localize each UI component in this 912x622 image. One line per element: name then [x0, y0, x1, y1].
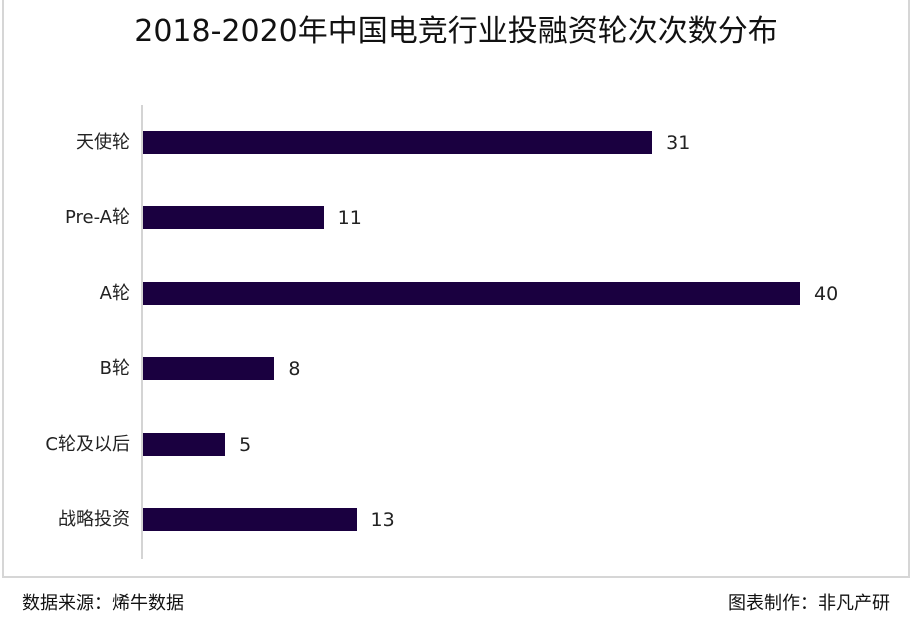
bar	[143, 433, 226, 456]
bar	[143, 206, 324, 229]
bar	[143, 357, 275, 380]
bar-row: A轮 40	[0, 282, 912, 306]
bar-row: 战略投资 13	[0, 508, 912, 532]
category-label: A轮	[99, 283, 130, 304]
category-label: Pre-A轮	[64, 207, 130, 228]
y-axis-line	[141, 105, 143, 559]
value-label: 31	[666, 132, 691, 154]
bar	[143, 131, 653, 154]
bar-row: B轮 8	[0, 357, 912, 381]
chart-credit: 图表制作：非凡产研	[728, 593, 890, 614]
value-label: 40	[814, 283, 839, 305]
bar-row: C轮及以后 5	[0, 433, 912, 457]
value-label: 8	[288, 358, 301, 380]
category-label: C轮及以后	[45, 434, 130, 455]
bar-row: 天使轮 31	[0, 131, 912, 155]
bar-row: Pre-A轮 11	[0, 206, 912, 230]
category-label: 天使轮	[76, 132, 130, 153]
chart-title: 2018-2020年中国电竞行业投融资轮次次数分布	[134, 14, 778, 49]
value-label: 5	[239, 434, 252, 456]
bar	[143, 282, 800, 305]
bar	[143, 508, 357, 531]
category-label: 战略投资	[58, 509, 130, 530]
value-label: 11	[337, 207, 362, 229]
data-source: 数据来源：烯牛数据	[22, 593, 184, 614]
category-label: B轮	[99, 358, 130, 379]
value-label: 13	[370, 509, 395, 531]
